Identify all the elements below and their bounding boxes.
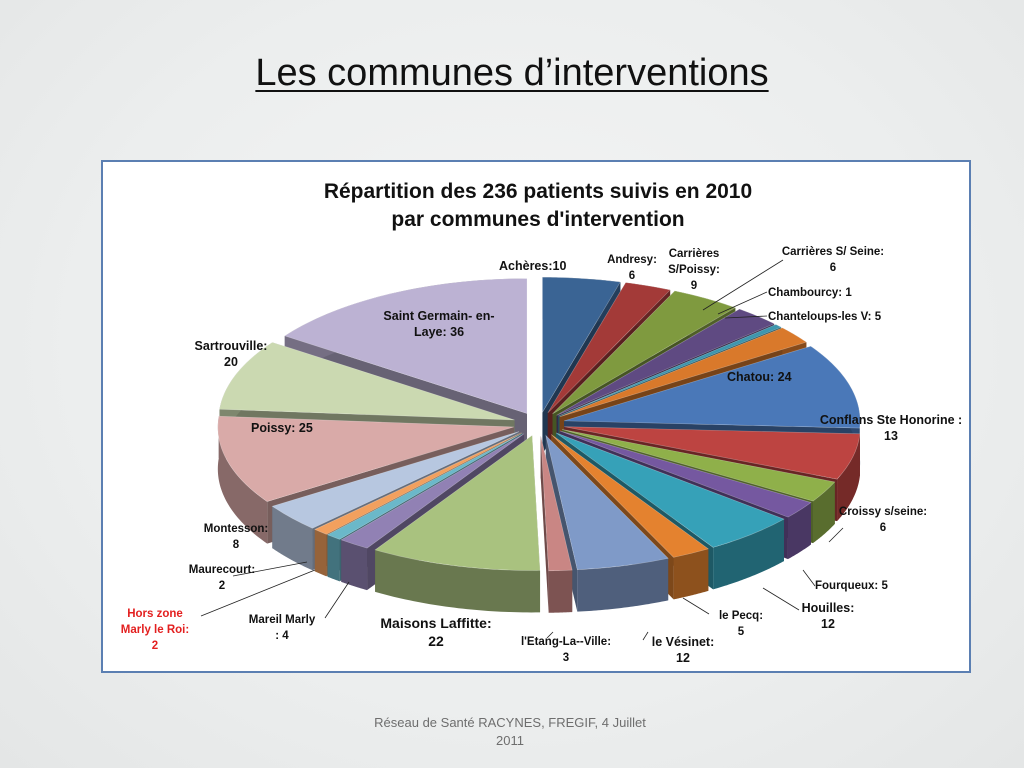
chart-title: Répartition des 236 patients suivis en 2…: [103, 178, 973, 234]
label-acheres: Achères:10: [499, 259, 567, 273]
label-andresy: Andresy: 6: [607, 254, 657, 282]
leader-line: [802, 569, 816, 587]
footer-line1: Réseau de Santé RACYNES, FREGIF, 4 Juill…: [374, 715, 646, 730]
label-poissy: Poissy: 25: [251, 421, 313, 435]
chart-frame: Répartition des 236 patients suivis en 2…: [101, 160, 971, 673]
label-carrieres-poissy: Carrières S/Poissy: 9: [668, 248, 720, 292]
chart-title-line1: Répartition des 236 patients suivis en 2…: [323, 180, 753, 203]
label-sartrouville: Sartrouville: 20: [194, 339, 268, 369]
pie-chart: [200, 259, 861, 641]
label-chambourcy: Chambourcy: 1: [768, 287, 852, 299]
slide-title: Les communes d’interventions: [255, 52, 769, 94]
leader-line: [724, 315, 768, 319]
pie-slice-l-etang-la-ville: [540, 435, 573, 613]
label-le-pecq: le Pecq: 5: [718, 610, 764, 638]
leader-line: [762, 587, 800, 611]
label-carrieres-seine: Carrières S/ Seine: 6: [781, 246, 885, 274]
label-fourqueux: Fourqueux: 5: [815, 580, 888, 592]
label-maisons-laffitte: Maisons Laffitte: 22: [380, 615, 492, 649]
label-chanteloups: Chanteloups-les V: 5: [768, 311, 882, 323]
leader-line: [324, 581, 350, 619]
leader-line: [232, 561, 308, 577]
leader-line: [546, 631, 554, 639]
label-mareil-marly: Mareil Marly : 4: [248, 614, 316, 642]
label-montesson: Montesson: 8: [203, 523, 269, 551]
leader-line: [702, 259, 784, 311]
label-maurecourt: Maurecourt: 2: [188, 564, 256, 592]
label-saint-germain: Saint Germain- en- Laye: 36: [383, 309, 495, 339]
leader-line: [828, 527, 844, 543]
leader-line: [717, 291, 768, 315]
label-croissy: Croissy s/seine: 6: [838, 506, 928, 534]
pie-slice-maisons-laffitte: [374, 434, 541, 613]
label-hors-zone-marly: Hors zone Marly le Roi: 2: [120, 608, 190, 652]
leader-line: [642, 631, 649, 641]
label-houilles: Houilles: 12: [801, 601, 855, 631]
label-conflans: Conflans Ste Honorine : 13: [819, 413, 963, 443]
footer-line2: 2011: [496, 733, 524, 748]
leader-line: [200, 569, 316, 617]
label-le-vesinet: le Vésinet: 12: [651, 635, 715, 665]
chart-title-line2: par communes d'intervention: [391, 208, 685, 231]
label-chatou: Chatou: 24: [727, 370, 792, 384]
leader-line: [682, 597, 710, 615]
label-etang-la-ville: l'Etang-La--Ville: 3: [520, 636, 612, 664]
slide-footer: Réseau de Santé RACYNES, FREGIF, 4 Juill…: [340, 714, 680, 750]
